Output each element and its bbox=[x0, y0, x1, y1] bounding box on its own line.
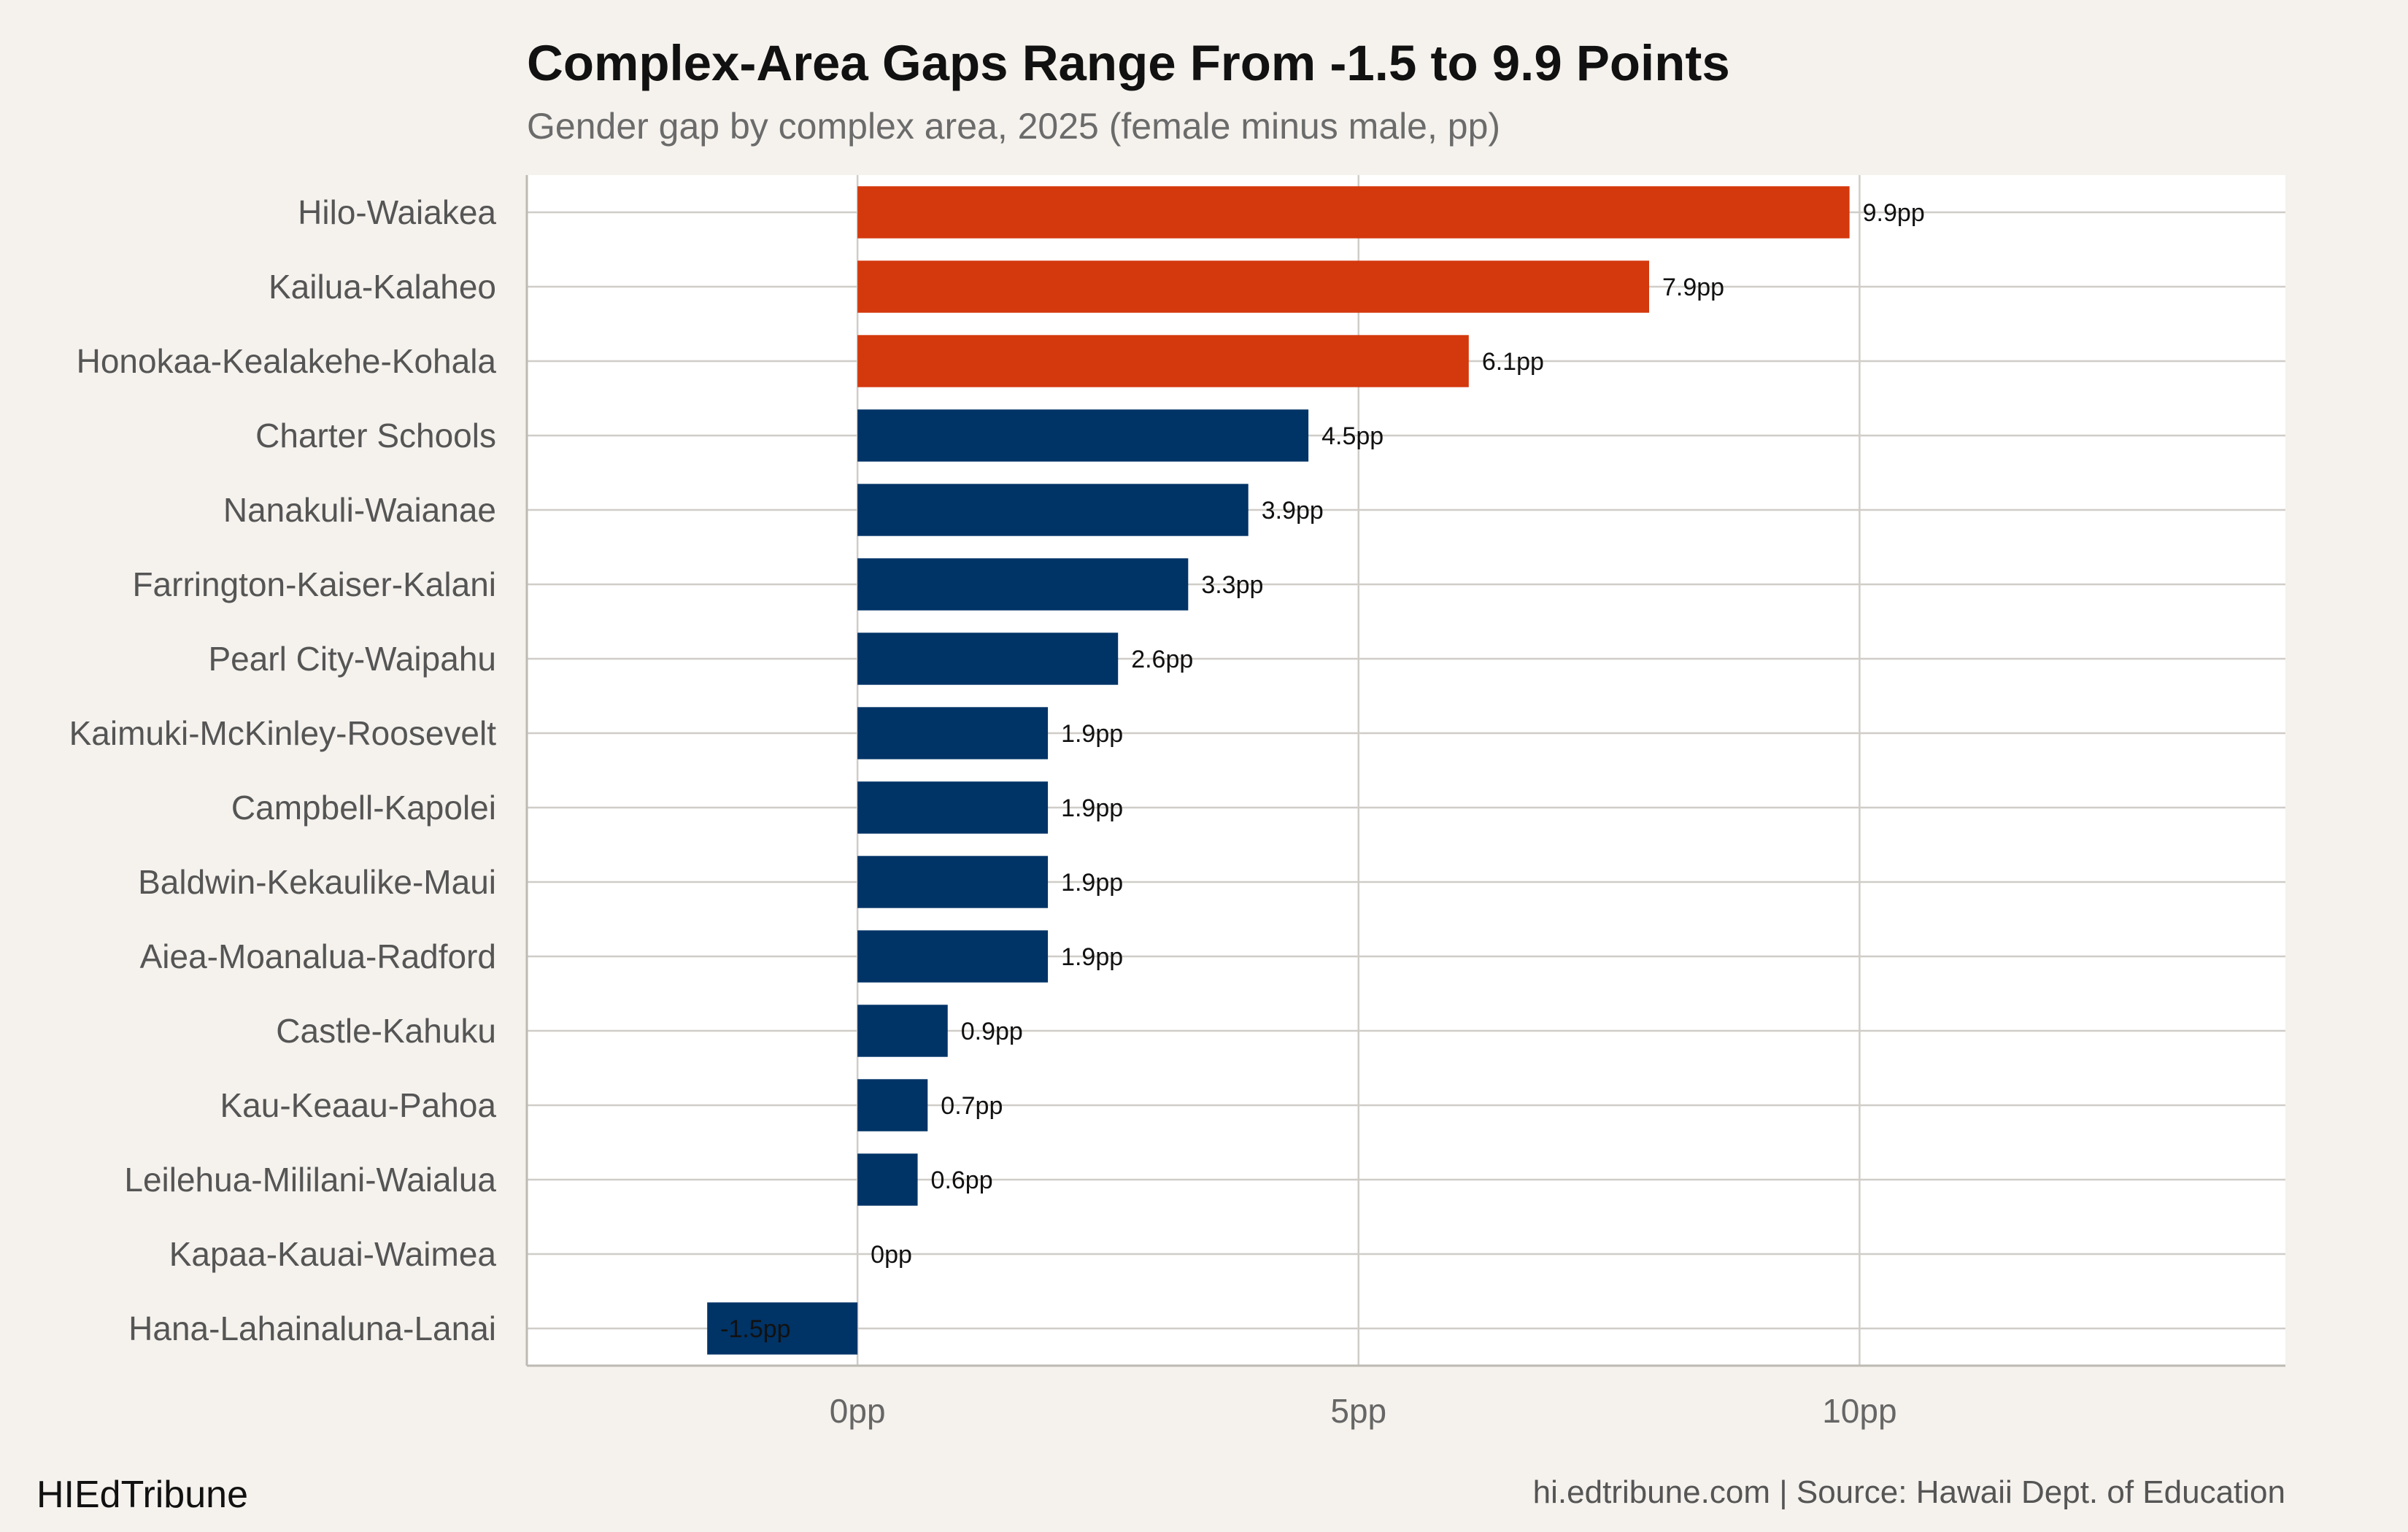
bar-layer bbox=[707, 186, 1850, 1355]
category-label: Kau-Keaau-Pahoa bbox=[220, 1086, 496, 1124]
x-tick-label: 5pp bbox=[1330, 1392, 1386, 1430]
data-label: 2.6pp bbox=[1131, 646, 1193, 673]
bar bbox=[857, 409, 1309, 462]
data-label: 1.9pp bbox=[1061, 869, 1123, 897]
category-label: Baldwin-Kekaulike-Maui bbox=[138, 863, 496, 901]
bar bbox=[857, 1079, 928, 1131]
label-layer: 9.9pp Hilo-Waiakea 7.9pp Kailua-Kalaheo 6.1p… bbox=[69, 193, 1925, 1347]
data-label: 1.9pp bbox=[1061, 720, 1123, 748]
category-label: Farrington-Kaiser-Kalani bbox=[132, 565, 496, 603]
bar bbox=[857, 930, 1049, 983]
data-label: -1.5pp bbox=[720, 1315, 790, 1343]
data-label: 9.9pp bbox=[1863, 199, 1925, 227]
bar bbox=[857, 484, 1249, 536]
bar bbox=[857, 856, 1049, 908]
data-label: 1.9pp bbox=[1061, 943, 1123, 971]
data-label: 0pp bbox=[871, 1241, 912, 1269]
chart-title: Complex-Area Gaps Range From -1.5 to 9.9… bbox=[527, 35, 1730, 91]
data-label: 0.9pp bbox=[961, 1018, 1023, 1045]
bar bbox=[857, 707, 1049, 759]
data-label: 0.7pp bbox=[941, 1092, 1003, 1120]
category-label: Hana-Lahainaluna-Lanai bbox=[128, 1309, 496, 1347]
bar bbox=[857, 632, 1119, 685]
category-label: Pearl City-Waipahu bbox=[208, 640, 496, 678]
source-note: hi.edtribune.com | Source: Hawaii Dept. … bbox=[1533, 1474, 2285, 1510]
data-label: 0.6pp bbox=[931, 1167, 993, 1194]
category-label: Kapaa-Kauai-Waimea bbox=[169, 1235, 497, 1273]
axis-layer: 0pp 5pp 10pp bbox=[525, 175, 2285, 1430]
category-label: Honokaa-Kealakehe-Kohala bbox=[77, 342, 497, 380]
category-label: Aiea-Moanalua-Radford bbox=[140, 937, 496, 975]
data-label: 4.5pp bbox=[1321, 422, 1384, 450]
brand-logo-text: HIEdTribune bbox=[36, 1474, 248, 1516]
bar bbox=[707, 1302, 858, 1355]
bar bbox=[857, 1153, 918, 1206]
category-label: Hilo-Waiakea bbox=[298, 193, 496, 231]
category-label: Nanakuli-Waianae bbox=[223, 491, 496, 529]
data-label: 3.3pp bbox=[1201, 571, 1263, 599]
category-label: Kaimuki-McKinley-Roosevelt bbox=[69, 714, 497, 752]
data-label: 6.1pp bbox=[1482, 348, 1544, 376]
bar bbox=[857, 558, 1189, 611]
x-tick-label: 0pp bbox=[830, 1392, 886, 1430]
data-label: 1.9pp bbox=[1061, 794, 1123, 822]
data-label: 3.9pp bbox=[1262, 497, 1324, 525]
category-label: Kailua-Kalaheo bbox=[269, 268, 496, 306]
chart-subtitle: Gender gap by complex area, 2025 (female… bbox=[527, 106, 1500, 147]
bar bbox=[857, 335, 1469, 387]
bar bbox=[857, 260, 1650, 313]
category-label: Charter Schools bbox=[255, 417, 496, 454]
data-label: 7.9pp bbox=[1662, 274, 1724, 301]
bar bbox=[857, 781, 1049, 834]
category-label: Leilehua-Mililani-Waialua bbox=[124, 1161, 496, 1199]
bar bbox=[857, 1005, 948, 1057]
category-label: Campbell-Kapolei bbox=[231, 789, 496, 827]
x-tick-label: 10pp bbox=[1822, 1392, 1896, 1430]
bar bbox=[857, 186, 1850, 239]
grid-layer bbox=[527, 175, 2285, 1366]
category-label: Castle-Kahuku bbox=[276, 1012, 496, 1050]
